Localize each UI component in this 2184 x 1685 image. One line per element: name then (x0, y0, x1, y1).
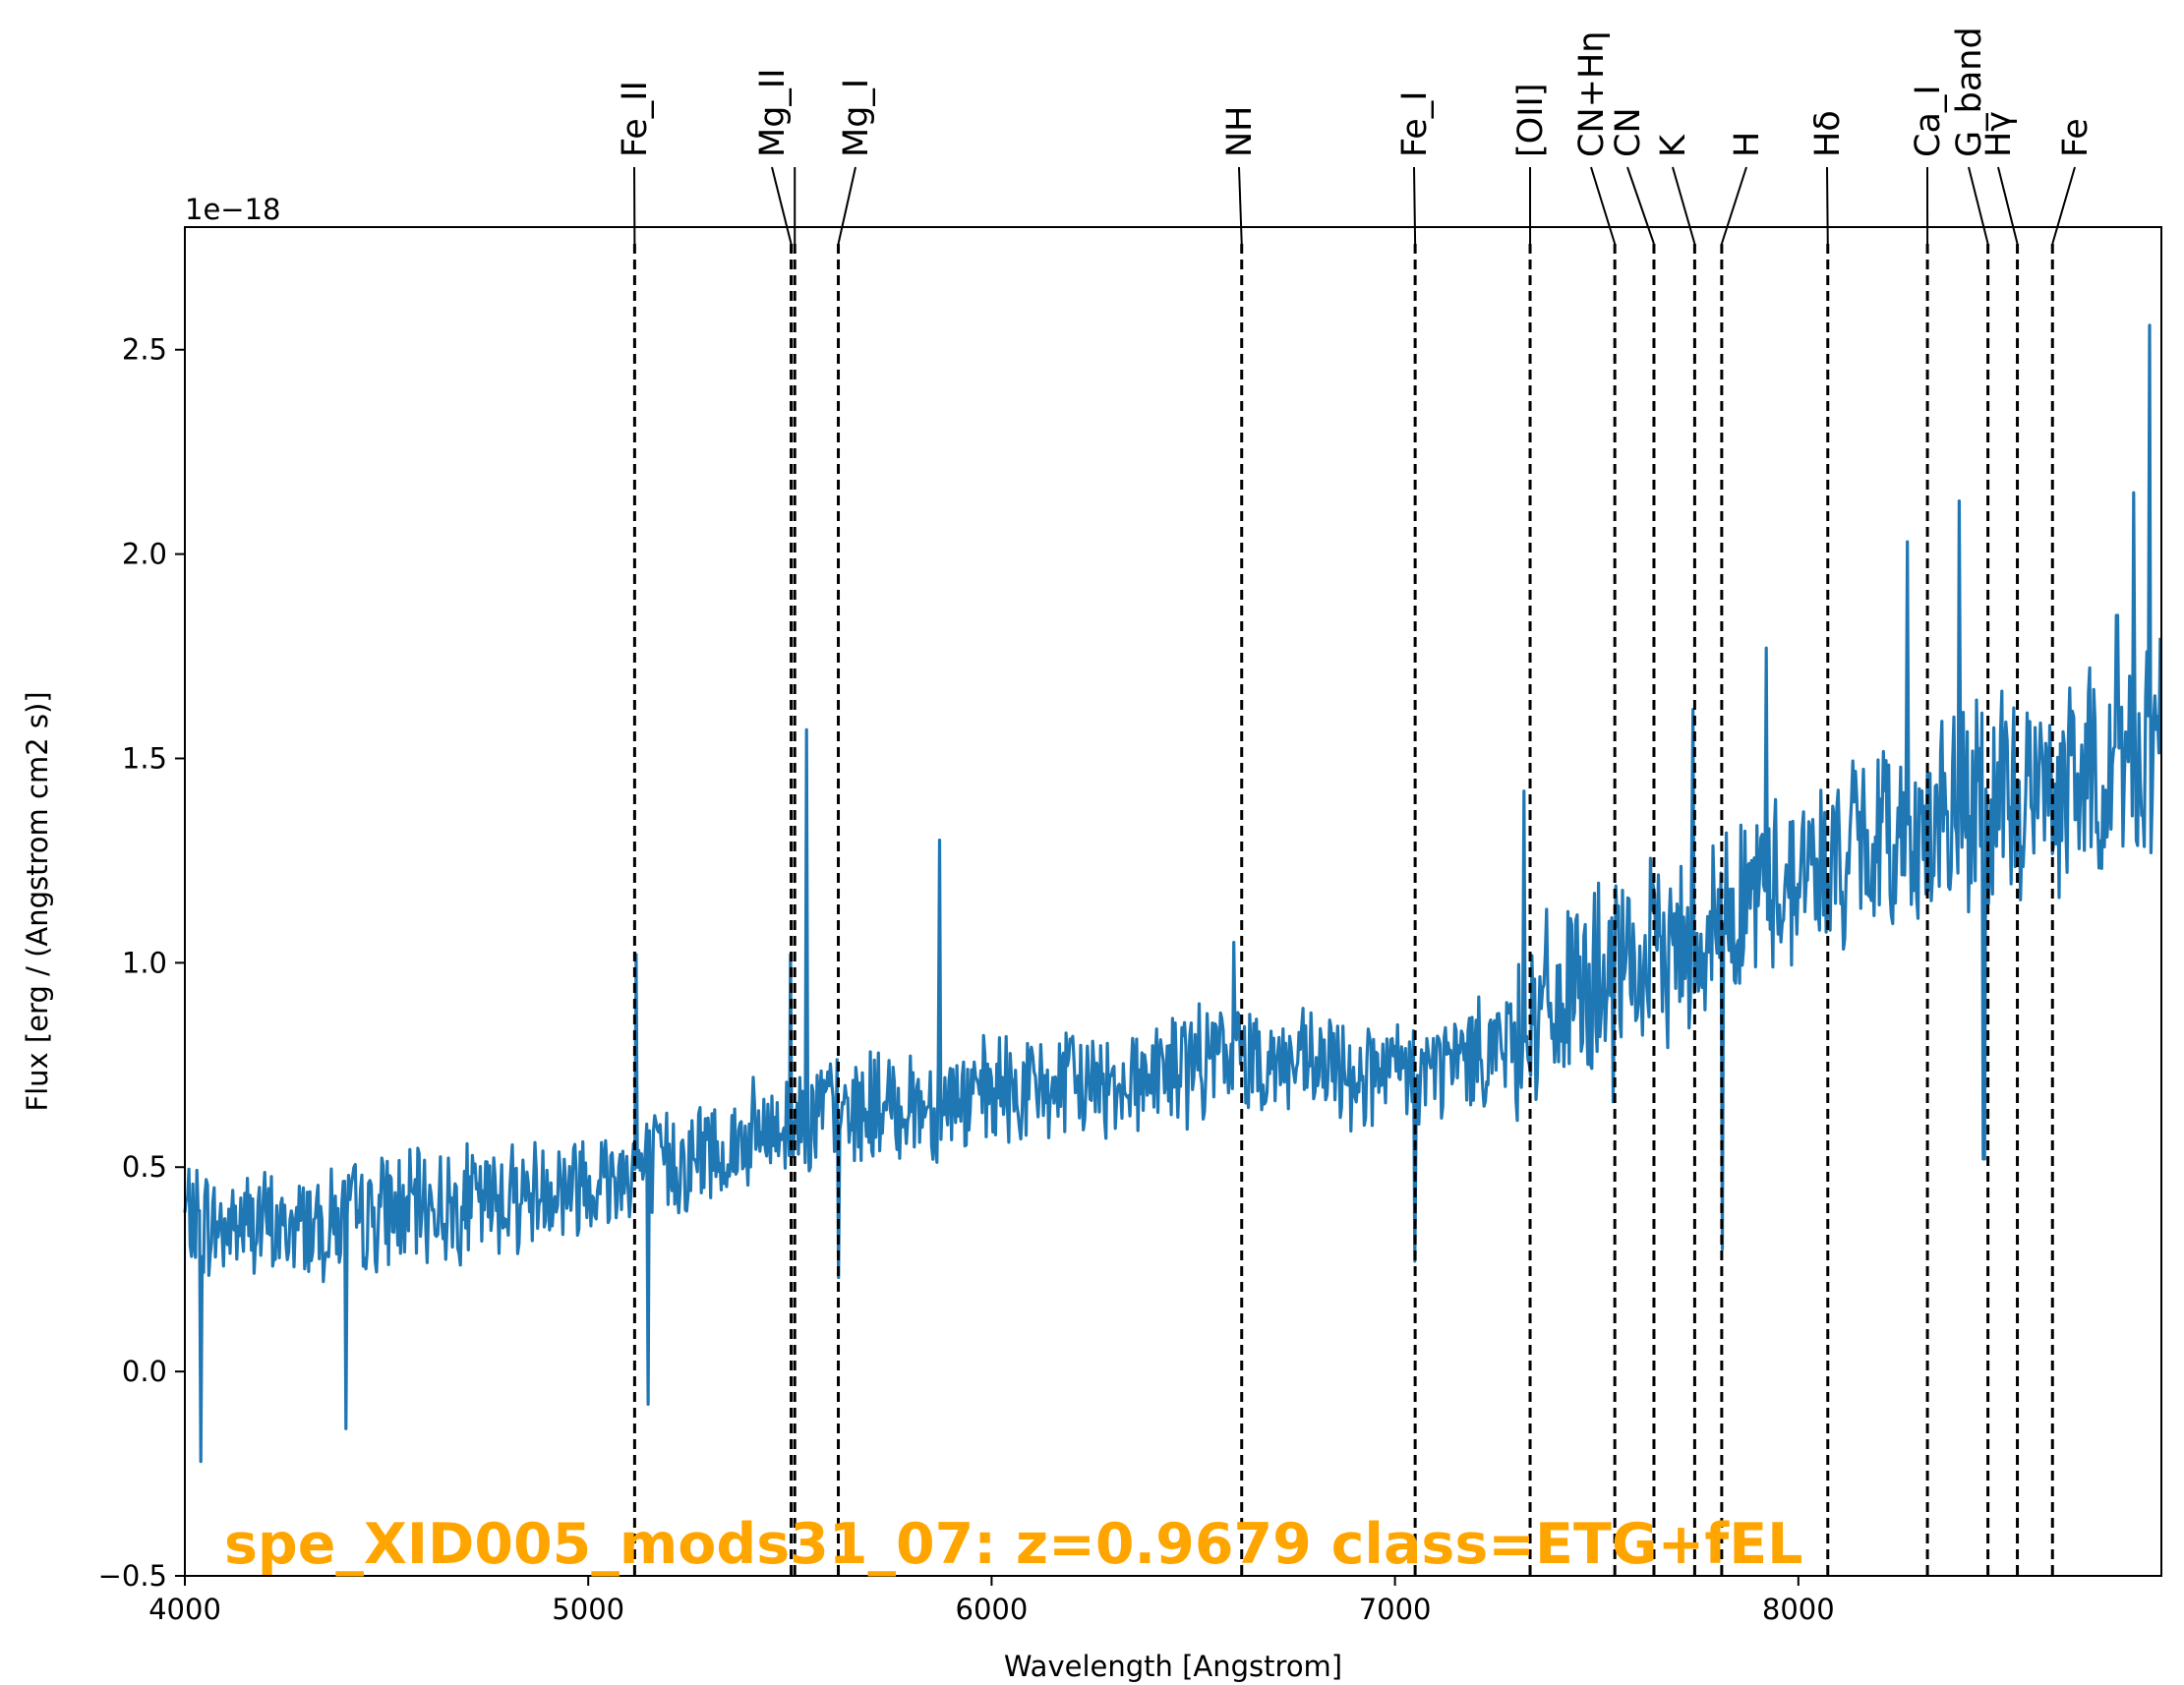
spectrum-line (183, 323, 2162, 1464)
y-tick-label: 2.0 (122, 538, 167, 571)
spectral-line-leader (837, 166, 856, 245)
spectrum-layer (183, 323, 2162, 1464)
spectral-line-label: K (1654, 134, 1693, 157)
spectral-line-leader (771, 166, 793, 245)
spectral-line-leader (1626, 166, 1655, 245)
spectral-line-label: Mg_II (753, 68, 793, 157)
y-tick-label: 2.5 (122, 333, 167, 367)
spectral-line-leader (1590, 166, 1617, 245)
spectral-line-label: G_band (1950, 27, 1989, 157)
x-tick-label: 4000 (148, 1593, 221, 1626)
spectral-line-label: Fe_I (1395, 90, 1435, 157)
spectral-line-leader (1968, 166, 1989, 245)
y-axis-label: Flux [erg / (Angstrom cm2 s)] (21, 691, 54, 1111)
spectral-line-leader (1826, 166, 1829, 245)
x-axis-ticks: 4000 5000 6000 7000 8000 (148, 1576, 1835, 1626)
y-tick-label: 0.5 (122, 1150, 167, 1184)
spectral-line-label: Fe_II (616, 81, 655, 157)
spectral-line-label: Hδ (1808, 110, 1848, 157)
spectral-line-label: CN (1609, 107, 1648, 157)
spectral-line-label: CN+Hη (1572, 31, 1612, 157)
spectral-line-label: H (1728, 132, 1767, 157)
spectral-line-leader (1413, 166, 1417, 245)
spectral-line-label: NH (1220, 106, 1260, 158)
x-tick-label: 8000 (1762, 1593, 1835, 1626)
y-offset-label: 1e−18 (185, 193, 281, 226)
spectral-line-leader (1238, 166, 1243, 245)
y-axis-ticks: −0.5 0.0 0.5 1.0 1.5 2.0 2.5 (98, 333, 185, 1593)
spectral-line-label: [OII] (1511, 83, 1551, 157)
y-tick-label: 1.5 (122, 741, 167, 775)
x-tick-label: 7000 (1359, 1593, 1432, 1626)
x-tick-label: 6000 (956, 1593, 1029, 1626)
spectral-line-leader (1672, 166, 1696, 245)
spectrum-annotation: spe_XID005_mods31_07: z=0.9679 class=ETG… (224, 1512, 1802, 1577)
spectral-line-leader (2051, 166, 2076, 245)
x-tick-label: 5000 (552, 1593, 624, 1626)
spectral-line-label: Ca_I (1909, 85, 1948, 157)
y-tick-label: 0.0 (122, 1355, 167, 1388)
plot-frame (184, 226, 2162, 1577)
spectral-line-leader (1997, 166, 2019, 245)
spectral-line-label: Fe (2056, 118, 2095, 157)
spectral-line-leader (1720, 166, 1747, 245)
spectral-line-label: Hγ (1979, 111, 2019, 157)
y-tick-label: −0.5 (98, 1559, 167, 1593)
y-tick-label: 1.0 (122, 946, 167, 979)
spectral-line-label: Mg_I (837, 79, 876, 157)
x-axis-label: Wavelength [Angstrom] (1004, 1650, 1342, 1683)
